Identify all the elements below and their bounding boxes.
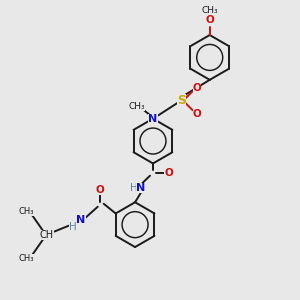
Text: H: H — [69, 222, 76, 232]
Text: H: H — [130, 183, 137, 193]
Text: CH₃: CH₃ — [128, 102, 145, 111]
Text: CH: CH — [40, 230, 54, 240]
Text: O: O — [96, 185, 104, 195]
Text: S: S — [177, 94, 186, 107]
Text: O: O — [164, 168, 173, 178]
Text: O: O — [193, 109, 201, 119]
Text: CH₃: CH₃ — [18, 207, 34, 216]
Text: N: N — [76, 215, 85, 225]
Text: CH₃: CH₃ — [201, 6, 218, 15]
Text: O: O — [205, 15, 214, 25]
Text: CH₃: CH₃ — [18, 254, 34, 263]
Text: O: O — [193, 82, 201, 93]
Text: N: N — [136, 183, 146, 193]
Text: N: N — [148, 114, 158, 124]
